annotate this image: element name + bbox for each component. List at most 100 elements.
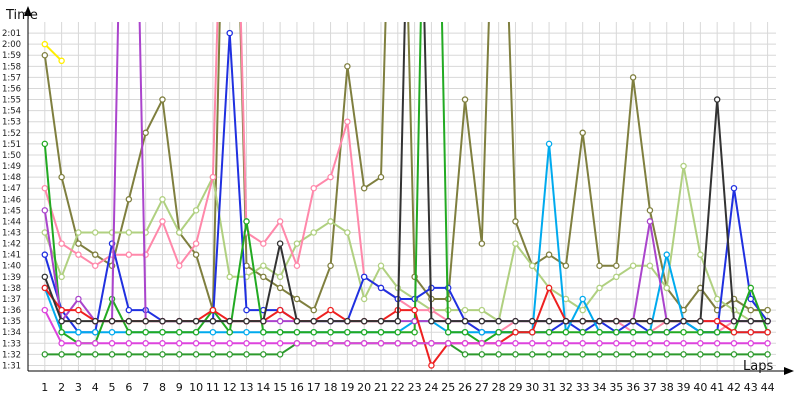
data-point <box>209 317 217 325</box>
data-point <box>243 340 250 347</box>
data-point <box>159 340 166 347</box>
data-point <box>125 306 133 314</box>
data-point <box>713 340 721 347</box>
x-tick-label: 4 <box>92 381 99 394</box>
data-point <box>579 295 586 303</box>
x-tick-label: 30 <box>525 381 539 394</box>
y-tick-label: 1:35 <box>2 317 21 327</box>
y-tick-label: 1:54 <box>2 107 21 117</box>
data-point <box>293 317 301 325</box>
data-point <box>260 351 267 358</box>
data-point <box>545 317 553 325</box>
x-tick-label: 28 <box>492 381 506 394</box>
data-point <box>310 317 318 325</box>
data-point <box>243 351 250 358</box>
data-point <box>646 328 654 336</box>
data-point <box>293 240 301 247</box>
data-point <box>646 340 654 347</box>
data-point <box>58 328 65 336</box>
x-tick-labels: 1 2 3 4 5 6 7 8 9 10 11 12 13 14 15 16 17 18 19 20 21 22 23 24 2… <box>41 381 774 394</box>
data-point <box>680 317 687 325</box>
data-point <box>646 207 654 214</box>
x-tick-label: 37 <box>643 381 657 394</box>
x-tick-label: 12 <box>223 381 237 394</box>
data-point <box>142 317 149 325</box>
data-point <box>377 340 385 347</box>
data-point <box>41 273 49 281</box>
x-tick-label: 31 <box>542 381 556 394</box>
data-point <box>747 295 755 303</box>
data-point <box>58 317 65 325</box>
data-point <box>562 262 570 269</box>
data-point <box>226 29 233 37</box>
data-point <box>428 317 435 325</box>
data-point <box>344 340 351 347</box>
x-tick-label: 18 <box>324 381 338 394</box>
x-tick-label: 32 <box>559 381 573 394</box>
x-tick-label: 7 <box>142 381 149 394</box>
y-tick-label: 1:45 <box>2 206 21 216</box>
data-point <box>310 229 318 236</box>
data-point <box>596 328 603 336</box>
y-tick-label: 1:47 <box>2 184 21 194</box>
x-tick-label: 43 <box>744 381 758 394</box>
data-point <box>680 328 687 336</box>
data-point <box>697 251 704 258</box>
data-point <box>529 317 536 325</box>
data-point <box>209 351 217 358</box>
data-point <box>91 317 99 325</box>
data-point <box>764 317 771 325</box>
x-tick-label: 21 <box>374 381 388 394</box>
data-point <box>613 351 620 358</box>
y-tick-label: 1:31 <box>2 361 21 371</box>
data-point <box>226 351 233 358</box>
data-point <box>697 351 704 358</box>
x-tick-label: 27 <box>475 381 489 394</box>
data-point <box>545 140 553 148</box>
data-point <box>596 351 603 358</box>
y-tick-label: 1:55 <box>2 96 21 106</box>
data-point <box>613 273 620 281</box>
data-point <box>579 340 586 347</box>
data-point <box>75 229 82 236</box>
data-point <box>613 317 620 325</box>
data-point <box>243 306 250 314</box>
data-point <box>58 306 65 314</box>
data-point <box>58 340 65 347</box>
data-point <box>663 328 670 336</box>
data-point <box>478 240 486 247</box>
data-point <box>646 317 654 325</box>
data-point <box>293 328 301 336</box>
y-tick-label: 1:52 <box>2 129 21 139</box>
data-point <box>764 351 771 358</box>
data-point <box>747 306 755 314</box>
data-point <box>176 351 183 358</box>
data-point <box>461 306 469 314</box>
series-line <box>44 43 63 62</box>
data-point <box>495 317 502 325</box>
data-point <box>764 306 771 314</box>
data-point <box>327 340 334 347</box>
data-point <box>596 262 603 269</box>
data-point <box>260 273 267 281</box>
data-point <box>276 317 284 325</box>
data-point <box>478 351 486 358</box>
x-tick-label: 22 <box>391 381 405 394</box>
data-point <box>142 129 149 137</box>
data-point <box>713 351 721 358</box>
y-tick-label: 1:58 <box>2 62 21 72</box>
y-tick-label: 1:33 <box>2 339 21 349</box>
data-point <box>545 351 553 358</box>
data-point <box>411 340 418 347</box>
y-tick-label: 1:38 <box>2 284 21 294</box>
data-point <box>192 351 200 358</box>
x-tick-label: 8 <box>159 381 166 394</box>
data-point <box>747 284 755 292</box>
data-point <box>176 317 183 325</box>
x-axis-title: Laps <box>743 359 773 374</box>
data-point <box>545 251 553 258</box>
data-point <box>360 328 368 336</box>
x-tick-label: 17 <box>307 381 321 394</box>
data-point <box>226 340 233 347</box>
